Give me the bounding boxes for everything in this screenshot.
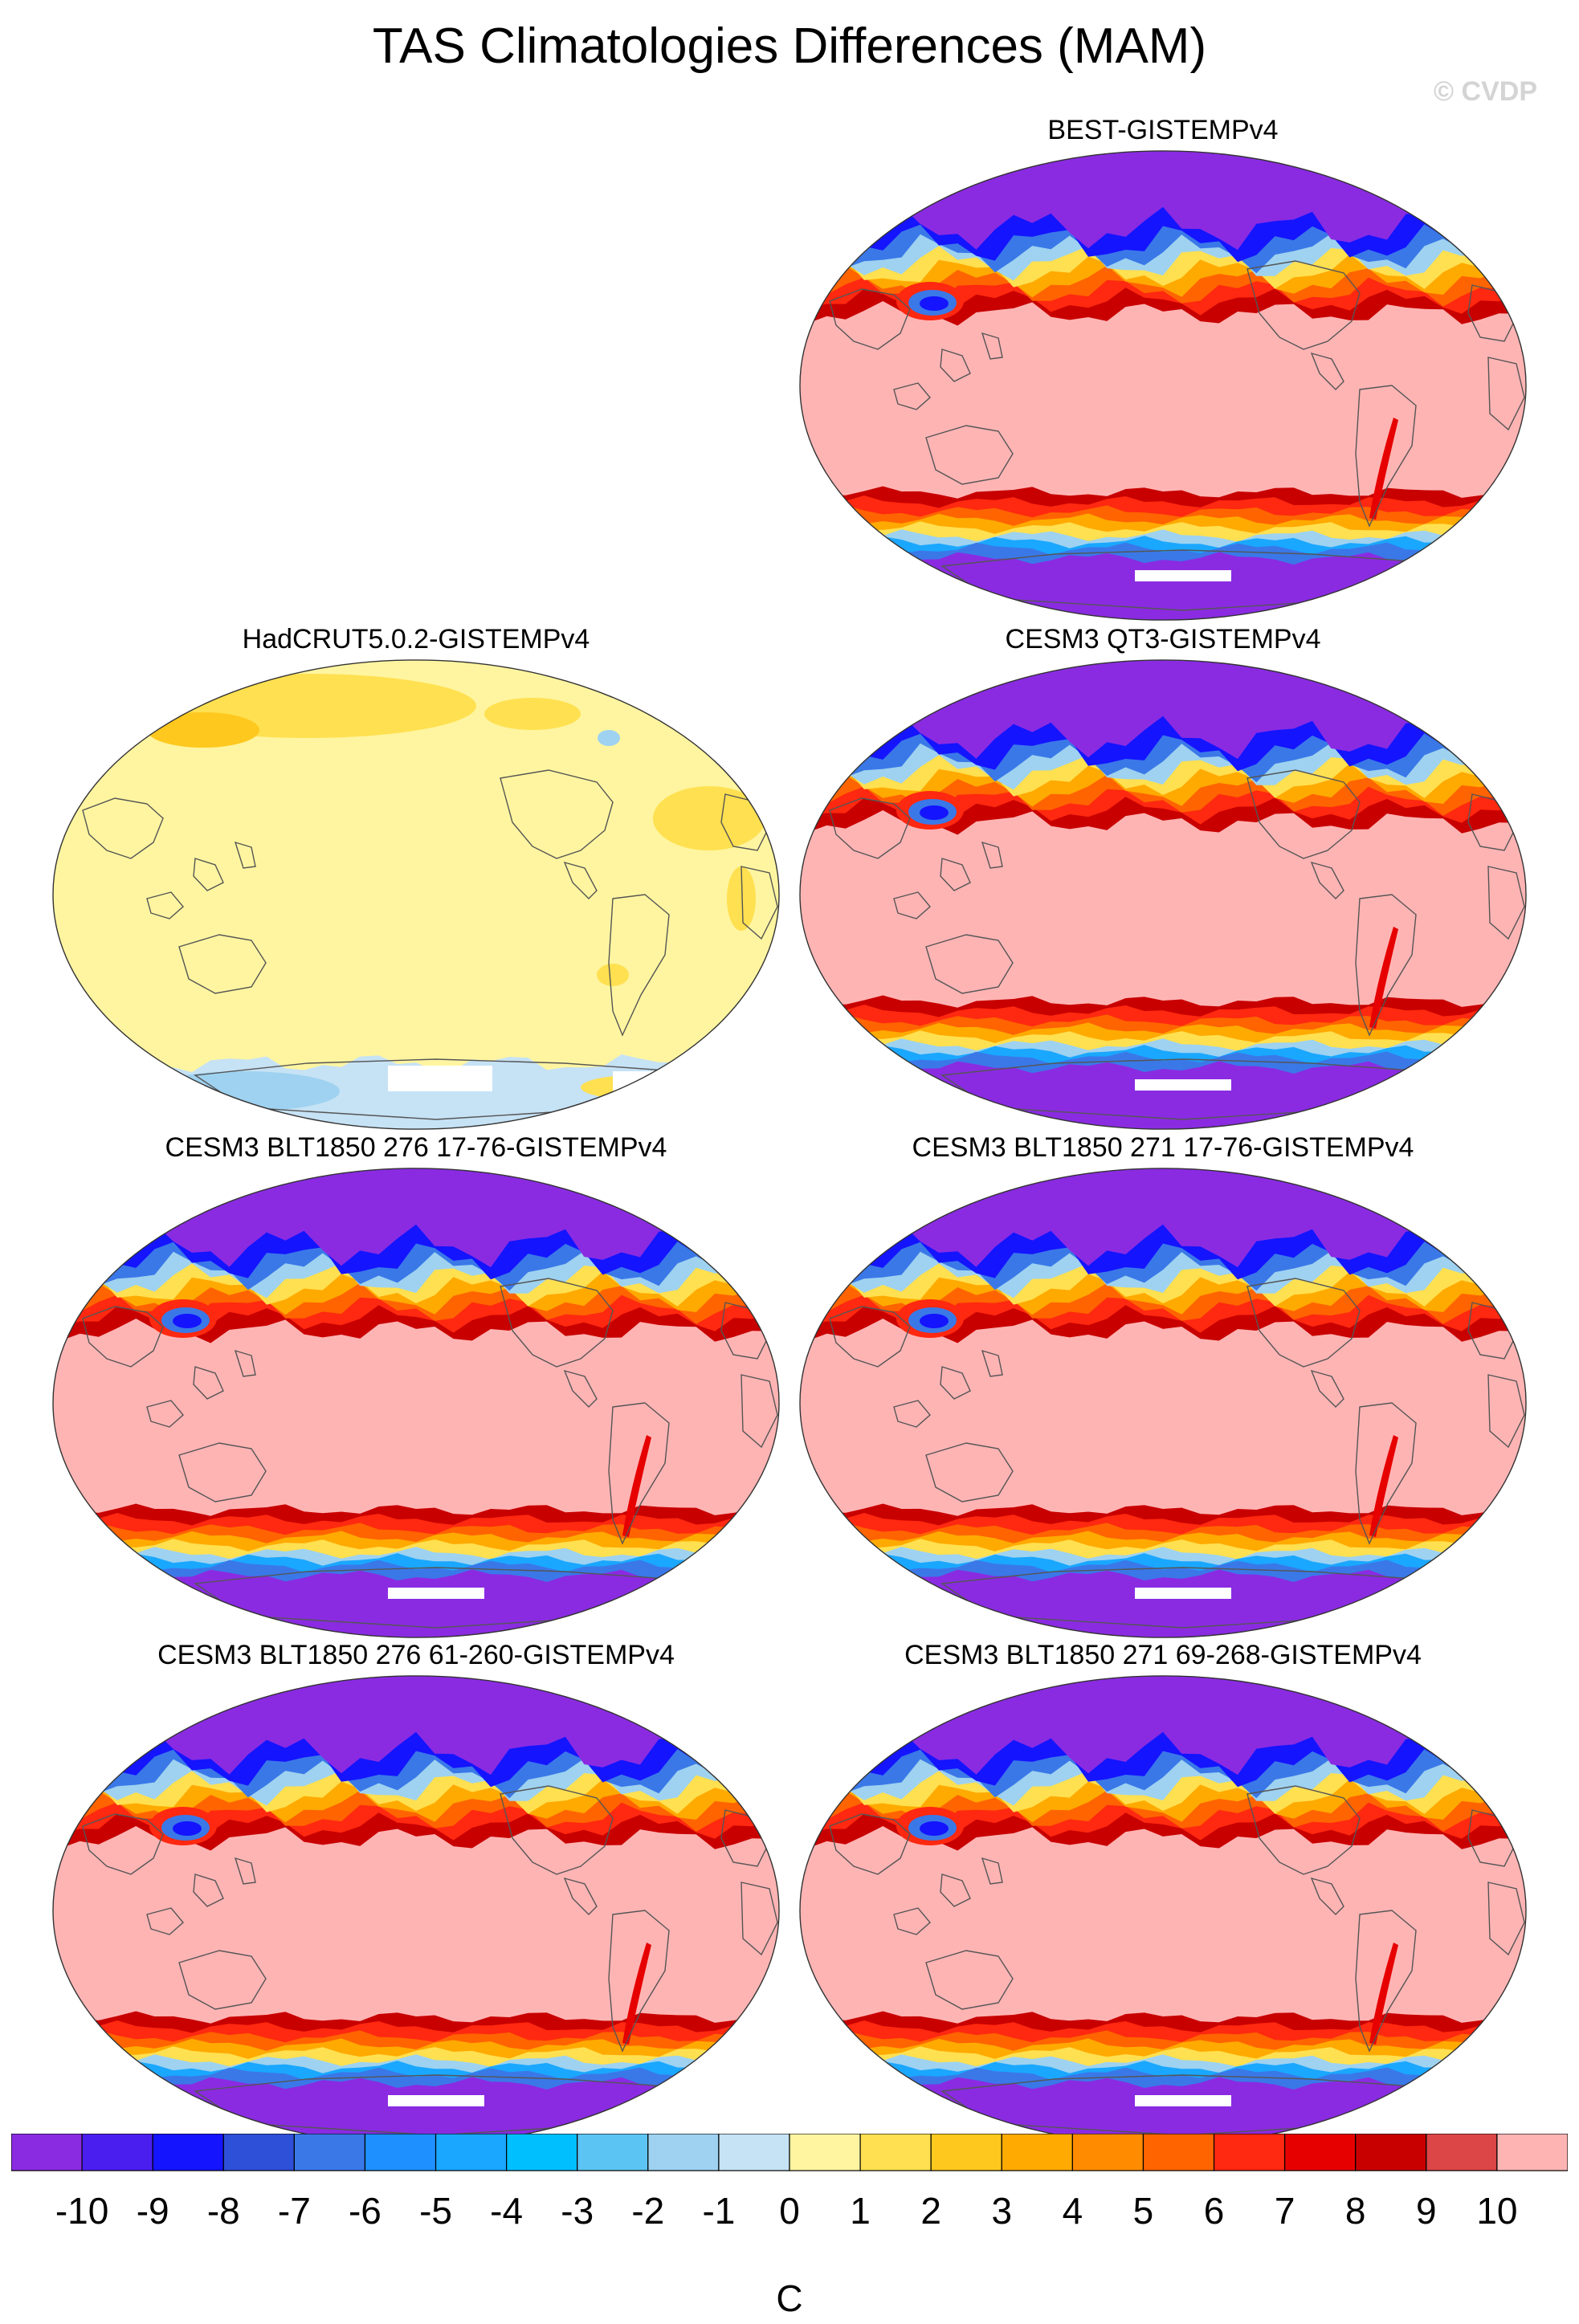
colorbar-tick-label: 6 bbox=[1204, 2190, 1225, 2232]
copyright-watermark: © CVDP bbox=[1434, 76, 1537, 107]
colorbar: -10 -9 -8 -7 -6 -5 -4 -3 -2 -1 0 1 2 3 4 5 6 7 8 9 10 bbox=[11, 2134, 1568, 2232]
panel-title: CESM3 BLT1850 276 17-76-GISTEMPv4 bbox=[165, 1132, 667, 1163]
colorbar-tick-label: 2 bbox=[920, 2190, 941, 2232]
panel-title: CESM3 BLT1850 271 17-76-GISTEMPv4 bbox=[912, 1132, 1414, 1163]
map-panel-best: BEST-GISTEMPv4 bbox=[798, 115, 1528, 625]
map-panel-blt1850-271-69-268: CESM3 BLT1850 271 69-268-GISTEMPv4 bbox=[798, 1640, 1528, 2150]
robinson-map bbox=[52, 1675, 780, 2146]
panel-title: HadCRUT5.0.2-GISTEMPv4 bbox=[242, 624, 590, 654]
colorbar-tick-label: -6 bbox=[349, 2190, 381, 2232]
robinson-map bbox=[52, 659, 780, 1130]
colorbar-swatch bbox=[1426, 2134, 1498, 2171]
colorbar-swatch bbox=[1496, 2134, 1568, 2171]
panel-title: CESM3 BLT1850 276 61-260-GISTEMPv4 bbox=[157, 1640, 675, 1670]
colorbar-tick-label: 9 bbox=[1416, 2190, 1437, 2232]
colorbar-swatch bbox=[506, 2134, 578, 2171]
colorbar-tick-label: -9 bbox=[137, 2190, 169, 2232]
colorbar-swatch bbox=[1355, 2134, 1427, 2171]
colorbar-tick-label: 0 bbox=[779, 2190, 800, 2232]
colorbar-swatch bbox=[364, 2134, 437, 2171]
colorbar-swatch bbox=[222, 2134, 295, 2171]
colorbar-tick-label: 8 bbox=[1345, 2190, 1366, 2232]
colorbar-swatch bbox=[718, 2134, 790, 2171]
colorbar-units: C bbox=[776, 2277, 803, 2319]
colorbar-swatch bbox=[1213, 2134, 1286, 2171]
colorbar-swatch bbox=[647, 2134, 720, 2171]
colorbar-swatch bbox=[1142, 2134, 1215, 2171]
colorbar-swatch bbox=[293, 2134, 366, 2171]
panel-title: BEST-GISTEMPv4 bbox=[1047, 115, 1279, 145]
map-panel-blt1850-276-17-76: CESM3 BLT1850 276 17-76-GISTEMPv4 bbox=[51, 1132, 781, 1642]
colorbar-swatch bbox=[577, 2134, 649, 2171]
colorbar-tick-label: 10 bbox=[1476, 2190, 1517, 2232]
colorbar-swatch bbox=[152, 2134, 224, 2171]
colorbar-swatch bbox=[11, 2134, 83, 2171]
colorbar-tick-label: 1 bbox=[850, 2190, 871, 2232]
map-panel-hadcrut: HadCRUT5.0.2-GISTEMPv4 bbox=[51, 624, 781, 1134]
colorbar-tick-label: -1 bbox=[702, 2190, 735, 2232]
map-panel-blt1850-271-17-76: CESM3 BLT1850 271 17-76-GISTEMPv4 bbox=[798, 1132, 1528, 1642]
colorbar-tick-label: -7 bbox=[278, 2190, 311, 2232]
colorbar-swatch bbox=[789, 2134, 861, 2171]
colorbar-swatch bbox=[930, 2134, 1002, 2171]
panel-title: CESM3 BLT1850 271 69-268-GISTEMPv4 bbox=[904, 1640, 1422, 1670]
robinson-map bbox=[799, 1168, 1527, 1638]
robinson-map bbox=[799, 150, 1527, 621]
colorbar-swatch bbox=[435, 2134, 508, 2171]
robinson-map bbox=[799, 1675, 1527, 2146]
colorbar-swatch bbox=[1001, 2134, 1073, 2171]
colorbar-tick-label: 4 bbox=[1063, 2190, 1083, 2232]
colorbar-tick-label: 5 bbox=[1133, 2190, 1154, 2232]
map-panel-blt1850-276-61-260: CESM3 BLT1850 276 61-260-GISTEMPv4 bbox=[51, 1640, 781, 2150]
robinson-map bbox=[799, 659, 1527, 1130]
figure-title: TAS Climatologies Differences (MAM) bbox=[372, 18, 1207, 74]
colorbar-tick-label: 3 bbox=[991, 2190, 1012, 2232]
panel-title: CESM3 QT3-GISTEMPv4 bbox=[1005, 624, 1321, 654]
colorbar-swatch bbox=[1071, 2134, 1144, 2171]
colorbar-swatch bbox=[859, 2134, 932, 2171]
colorbar-tick-label: 7 bbox=[1275, 2190, 1295, 2232]
colorbar-tick-label: -5 bbox=[419, 2190, 452, 2232]
colorbar-swatch bbox=[81, 2134, 153, 2171]
colorbar-tick-label: -3 bbox=[561, 2190, 594, 2232]
colorbar-tick-label: -8 bbox=[207, 2190, 240, 2232]
robinson-map bbox=[52, 1168, 780, 1638]
colorbar-tick-label: -4 bbox=[490, 2190, 523, 2232]
map-panel-cesm3-qt3: CESM3 QT3-GISTEMPv4 bbox=[798, 624, 1528, 1134]
colorbar-tick-label: -10 bbox=[55, 2190, 108, 2232]
colorbar-swatch bbox=[1284, 2134, 1357, 2171]
colorbar-tick-label: -2 bbox=[631, 2190, 664, 2232]
